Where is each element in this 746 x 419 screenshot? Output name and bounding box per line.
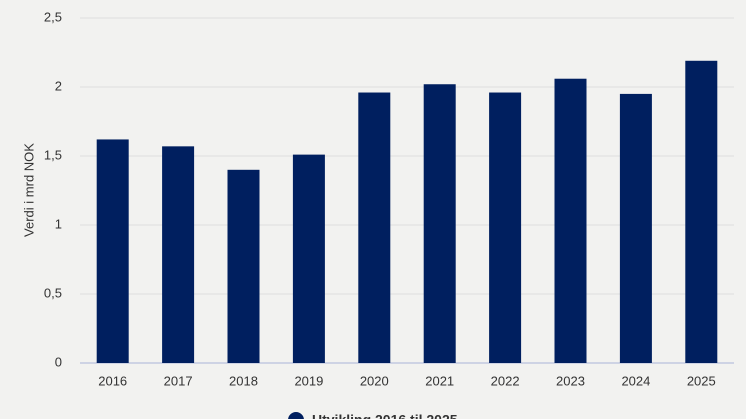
bar — [162, 146, 195, 363]
legend-marker — [288, 412, 304, 419]
bar — [489, 92, 522, 364]
legend-label: Utvikling 2016 til 2025 — [312, 412, 458, 419]
y-axis-label: Verdi i mrd NOK — [21, 143, 36, 237]
bar — [96, 139, 129, 363]
y-tick-label: 1,5 — [44, 147, 62, 162]
y-tick-label: 0 — [55, 354, 62, 369]
bar — [292, 154, 325, 363]
x-tick-label: 2018 — [229, 373, 258, 388]
x-tick-label: 2020 — [360, 373, 389, 388]
bar — [423, 84, 456, 364]
x-tick-label: 2016 — [98, 373, 127, 388]
bar — [554, 78, 587, 363]
bar — [358, 92, 391, 364]
bar — [619, 93, 652, 364]
bar — [227, 169, 260, 363]
bar — [685, 60, 718, 363]
y-tick-label: 0,5 — [44, 285, 62, 300]
x-tick-label: 2023 — [556, 373, 585, 388]
x-tick-label: 2022 — [491, 373, 520, 388]
y-tick-label: 1 — [55, 216, 62, 231]
x-tick-label: 2019 — [294, 373, 323, 388]
x-tick-label: 2021 — [425, 373, 454, 388]
x-tick-label: 2017 — [164, 373, 193, 388]
x-tick-label: 2024 — [621, 373, 650, 388]
y-tick-label: 2,5 — [44, 9, 62, 24]
y-tick-label: 2 — [55, 78, 62, 93]
x-tick-label: 2025 — [687, 373, 716, 388]
